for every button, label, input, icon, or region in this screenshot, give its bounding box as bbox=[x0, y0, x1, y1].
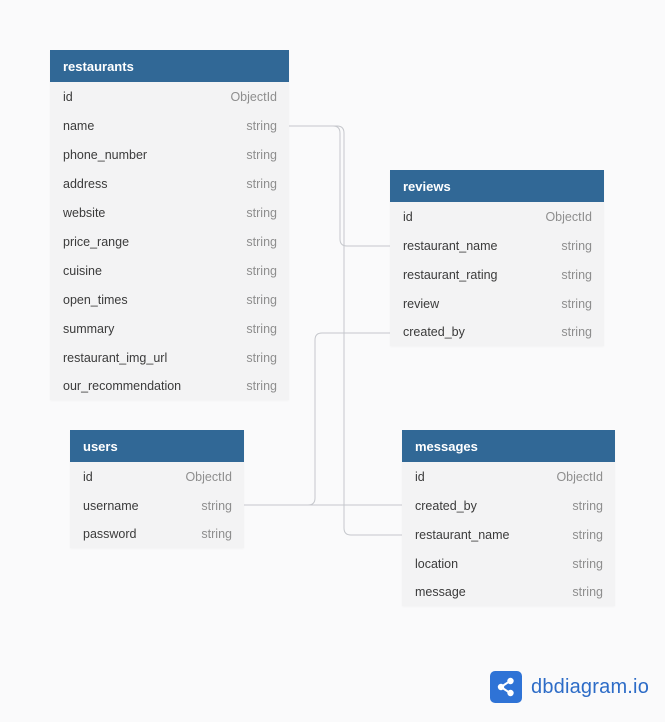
column-name: location bbox=[415, 556, 459, 571]
column-name: address bbox=[63, 176, 108, 191]
column-type: string bbox=[246, 147, 277, 162]
column-type: string bbox=[246, 350, 277, 365]
column-type: ObjectId bbox=[556, 469, 603, 484]
column-type: string bbox=[561, 238, 592, 253]
share-icon bbox=[490, 671, 522, 703]
column-row[interactable]: created_by string bbox=[390, 318, 604, 346]
column-type: string bbox=[246, 118, 277, 133]
column-type: string bbox=[246, 321, 277, 336]
column-row[interactable]: price_range string bbox=[50, 227, 289, 256]
column-type: string bbox=[246, 292, 277, 307]
table-messages[interactable]: messages id ObjectId created_by string res… bbox=[402, 430, 615, 606]
column-name: cuisine bbox=[63, 263, 102, 278]
column-name: name bbox=[63, 118, 95, 133]
column-name: id bbox=[415, 469, 425, 484]
column-type: string bbox=[561, 296, 592, 311]
table-header[interactable]: reviews bbox=[390, 170, 604, 202]
column-name: id bbox=[403, 209, 413, 224]
column-type: ObjectId bbox=[185, 469, 232, 484]
column-row[interactable]: phone_number string bbox=[50, 140, 289, 169]
column-name: created_by bbox=[403, 325, 465, 339]
column-row[interactable]: restaurant_name string bbox=[402, 520, 615, 549]
column-row[interactable]: address string bbox=[50, 169, 289, 198]
column-type: string bbox=[246, 234, 277, 249]
column-name: website bbox=[63, 205, 106, 220]
column-type: string bbox=[246, 205, 277, 220]
column-name: phone_number bbox=[63, 147, 148, 162]
column-type: string bbox=[572, 556, 603, 571]
table-reviews[interactable]: reviews id ObjectId restaurant_name string… bbox=[390, 170, 604, 346]
column-name: message bbox=[415, 585, 466, 599]
column-row[interactable]: id ObjectId bbox=[402, 462, 615, 491]
column-name: id bbox=[83, 469, 93, 484]
column-type: string bbox=[572, 527, 603, 542]
column-name: price_range bbox=[63, 234, 130, 249]
column-row[interactable]: summary string bbox=[50, 314, 289, 343]
column-row[interactable]: id ObjectId bbox=[50, 82, 289, 111]
column-type: string bbox=[246, 263, 277, 278]
column-row[interactable]: location string bbox=[402, 549, 615, 578]
column-row[interactable]: id ObjectId bbox=[70, 462, 244, 491]
column-type: ObjectId bbox=[230, 89, 277, 104]
table-header[interactable]: restaurants bbox=[50, 50, 289, 82]
column-row[interactable]: id ObjectId bbox=[390, 202, 604, 231]
column-row[interactable]: message string bbox=[402, 578, 615, 606]
column-name: open_times bbox=[63, 292, 128, 307]
table-header[interactable]: messages bbox=[402, 430, 615, 462]
column-name: restaurant_img_url bbox=[63, 350, 168, 365]
column-name: review bbox=[403, 296, 440, 311]
column-type: string bbox=[246, 379, 277, 393]
relation-restaurants-name-messages-restaurant-name[interactable] bbox=[289, 125, 402, 536]
column-name: id bbox=[63, 89, 73, 104]
column-row[interactable]: review string bbox=[390, 289, 604, 318]
column-type: ObjectId bbox=[545, 209, 592, 224]
column-row[interactable]: name string bbox=[50, 111, 289, 140]
column-row[interactable]: password string bbox=[70, 520, 244, 548]
column-name: created_by bbox=[415, 498, 477, 513]
column-row[interactable]: our_recommendation string bbox=[50, 372, 289, 400]
logo-text: dbdiagram.io bbox=[531, 675, 650, 698]
column-name: restaurant_name bbox=[403, 238, 498, 253]
column-name: username bbox=[83, 498, 139, 513]
column-name: restaurant_name bbox=[415, 527, 510, 542]
relation-restaurants-name-reviews-restaurant-name[interactable] bbox=[289, 125, 390, 247]
dbdiagram-logo[interactable]: dbdiagram.io bbox=[490, 671, 649, 703]
column-type: string bbox=[572, 498, 603, 513]
table-header[interactable]: users bbox=[70, 430, 244, 462]
column-row[interactable]: cuisine string bbox=[50, 256, 289, 285]
column-type: string bbox=[572, 585, 603, 599]
column-type: string bbox=[246, 176, 277, 191]
column-row[interactable]: restaurant_img_url string bbox=[50, 343, 289, 372]
column-name: password bbox=[83, 527, 137, 541]
column-name: restaurant_rating bbox=[403, 267, 498, 282]
column-row[interactable]: open_times string bbox=[50, 285, 289, 314]
column-name: our_recommendation bbox=[63, 379, 182, 393]
column-type: string bbox=[201, 527, 232, 541]
table-users[interactable]: users id ObjectId username string password… bbox=[70, 430, 244, 548]
column-row[interactable]: website string bbox=[50, 198, 289, 227]
column-name: summary bbox=[63, 321, 115, 336]
column-type: string bbox=[561, 267, 592, 282]
column-row[interactable]: restaurant_rating string bbox=[390, 260, 604, 289]
column-row[interactable]: username string bbox=[70, 491, 244, 520]
column-row[interactable]: restaurant_name string bbox=[390, 231, 604, 260]
column-type: string bbox=[201, 498, 232, 513]
column-row[interactable]: created_by string bbox=[402, 491, 615, 520]
column-type: string bbox=[561, 325, 592, 339]
table-restaurants[interactable]: restaurants id ObjectId name string phone_… bbox=[50, 50, 289, 400]
